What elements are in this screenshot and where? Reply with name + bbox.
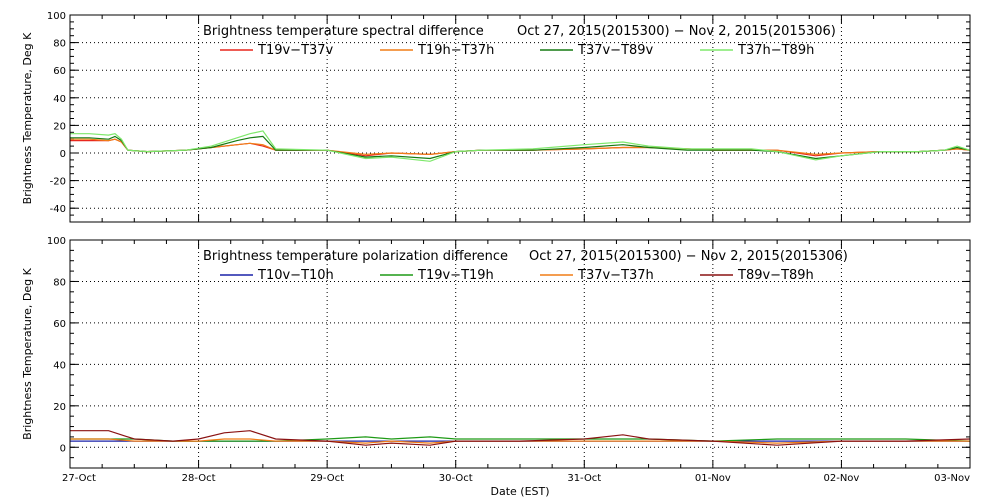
panel-1-frame [69, 14, 971, 223]
panel-2-frame [69, 239, 971, 469]
panel-2-title: Brightness temperature polarization diff… [203, 249, 508, 264]
panel-2-legend-label: T89v−T89h [737, 268, 814, 283]
panel-1-y-axis-label: Brightness Temperature, Deg K [21, 32, 34, 204]
x-tick-label: 31-Oct [567, 473, 601, 484]
panel-1-title: Brightness temperature spectral differen… [203, 24, 484, 39]
panel-2-y-tick-label: 0 [60, 443, 66, 454]
x-tick-label: 02-Nov [823, 473, 859, 484]
panel-2-legend-label: T19v−T19h [417, 268, 494, 283]
panel-1-y-tick-label: 40 [53, 94, 66, 105]
panel-2-legend-label: T37v−T37h [577, 268, 654, 283]
panel-1-y-tick-label: 60 [53, 66, 66, 77]
panel-1-y-tick-label: 0 [60, 149, 66, 160]
panel-1-legend-label: T19v−T37v [257, 43, 334, 58]
x-tick-label: 03-Nov [934, 473, 970, 484]
x-tick-label: 27-Oct [62, 473, 96, 484]
panel-2-y-tick-label: 80 [53, 277, 66, 288]
panel-2-y-tick-label: 20 [53, 402, 66, 413]
panel-1-series-line-4 [70, 130, 970, 162]
x-tick-label: 29-Oct [310, 473, 344, 484]
panel-1-y-tick-label: 20 [53, 121, 66, 132]
panel-1-y-tick-label: 80 [53, 39, 66, 50]
panel-1-date-range: Oct 27, 2015(2015300) − Nov 2, 2015(2015… [517, 24, 836, 39]
x-tick-label: 30-Oct [439, 473, 473, 484]
panel-2-series-line-3 [70, 438, 970, 444]
panel-1-legend-label: T37v−T89v [577, 43, 654, 58]
panel-2-series-line-4 [70, 430, 970, 446]
panel-2-legend-label: T10v−T10h [257, 268, 334, 283]
panel-2-date-range: Oct 27, 2015(2015300) − Nov 2, 2015(2015… [529, 249, 848, 264]
x-tick-label: 01-Nov [695, 473, 731, 484]
panel-2-y-axis-label: Brightness Temperature, Deg K [21, 267, 34, 439]
panel-1-y-tick-label: 100 [47, 11, 66, 22]
panel-2-y-tick-label: 100 [47, 236, 66, 247]
panel-1-y-tick-label: -40 [50, 204, 66, 215]
panel-2-y-tick-label: 60 [53, 319, 66, 330]
panel-1-y-tick-label: -20 [50, 177, 66, 188]
panel-2-x-axis-label: Date (EST) [490, 485, 549, 498]
panel-2-y-tick-label: 40 [53, 360, 66, 371]
x-tick-label: 28-Oct [182, 473, 216, 484]
panel-1-legend-label: T19h−T37h [417, 43, 494, 58]
panel-1-legend-label: T37h−T89h [737, 43, 814, 58]
